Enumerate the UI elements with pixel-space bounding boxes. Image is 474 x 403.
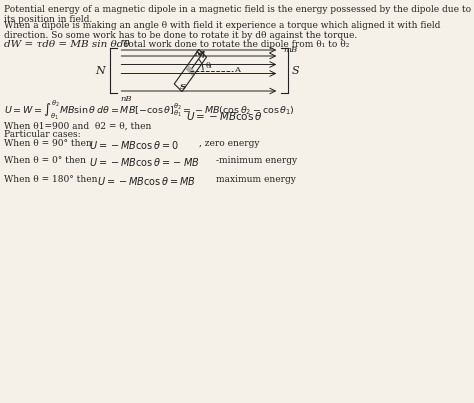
Text: S: S — [180, 83, 186, 91]
Text: -minimum energy: -minimum energy — [216, 156, 297, 165]
Text: S: S — [292, 66, 300, 75]
Text: dW = τdθ = MB sin θdθ: dW = τdθ = MB sin θdθ — [4, 40, 130, 49]
Text: Potential energy of a magnetic dipole in a magnetic field is the energy possesse: Potential energy of a magnetic dipole in… — [4, 5, 471, 25]
Text: When a dipole is making an angle θ with field it experience a torque which align: When a dipole is making an angle θ with … — [4, 21, 441, 40]
Text: $U = -MB\cos\theta = 0$: $U = -MB\cos\theta = 0$ — [89, 139, 178, 151]
Text: nB: nB — [120, 95, 132, 103]
Text: $U = W = \int_{{\theta_1}}^{{\theta_2}} MB\sin\theta\,d\theta = MB[-\cos\theta]_: $U = W = \int_{{\theta_1}}^{{\theta_2}} … — [4, 99, 295, 122]
Text: When θ = 0° then: When θ = 0° then — [4, 156, 86, 165]
Text: When θ = 90° then: When θ = 90° then — [4, 139, 92, 148]
Text: , zero energy: , zero energy — [199, 139, 259, 148]
Text: Particular cases:: Particular cases: — [4, 130, 81, 139]
Text: When θ1=900 and  θ2 = θ, then: When θ1=900 and θ2 = θ, then — [4, 122, 152, 131]
Text: When θ = 180° then: When θ = 180° then — [4, 175, 98, 184]
Text: N: N — [95, 66, 105, 75]
Text: A: A — [234, 66, 239, 75]
Text: $U = -MB\cos\theta$: $U = -MB\cos\theta$ — [186, 110, 263, 122]
Text: θᵢ: θᵢ — [206, 62, 212, 69]
Text: $U = -MB\cos\theta = MB$: $U = -MB\cos\theta = MB$ — [97, 175, 196, 187]
Text: maximum energy: maximum energy — [216, 175, 296, 184]
Text: N: N — [194, 50, 201, 58]
Text: $U = -MB\cos\theta = -MB$: $U = -MB\cos\theta = -MB$ — [89, 156, 200, 168]
Text: mB: mB — [283, 46, 298, 54]
Text: Total work done to rotate the dipole from θ₁ to θ₂: Total work done to rotate the dipole fro… — [123, 40, 349, 49]
